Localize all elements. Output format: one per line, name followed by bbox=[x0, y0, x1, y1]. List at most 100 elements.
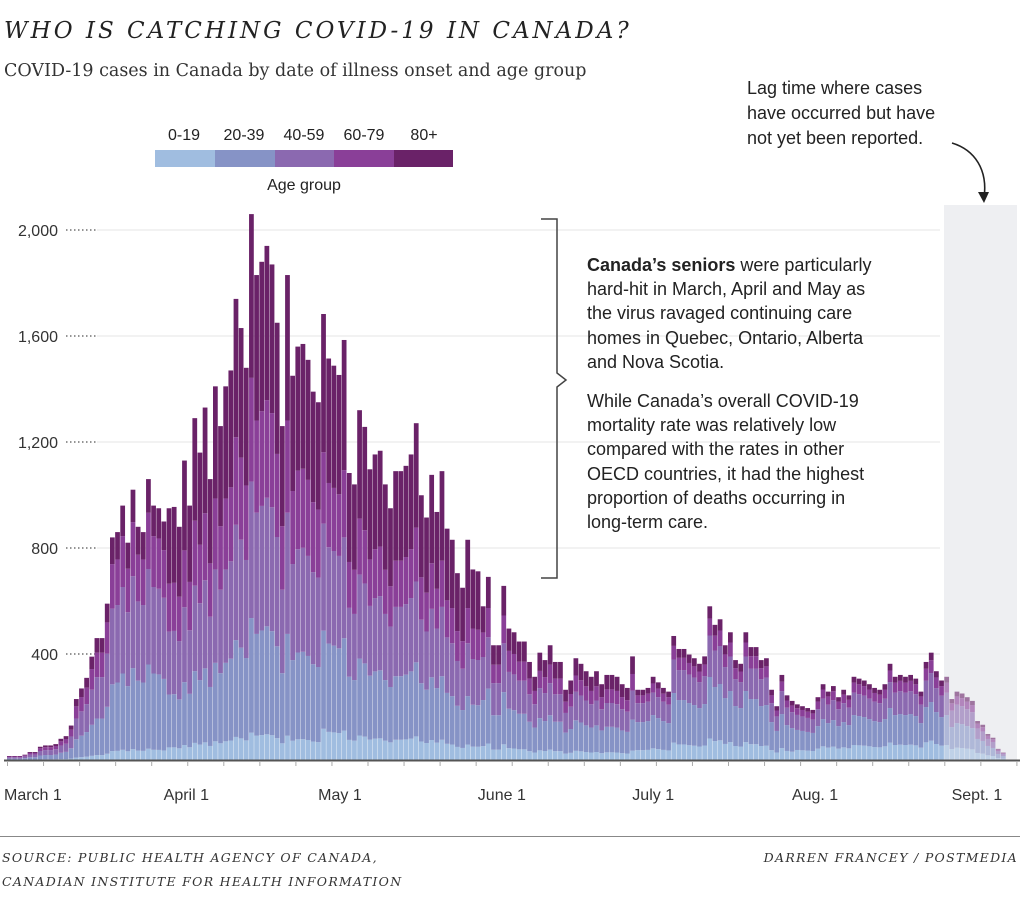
bar-segment-80-plus bbox=[104, 603, 110, 623]
bar-segment-60-79 bbox=[346, 561, 352, 608]
bar-segment-20-39 bbox=[640, 722, 646, 751]
bar-segment-0-19 bbox=[460, 747, 465, 760]
bar-segment-20-39 bbox=[187, 693, 192, 748]
bar-segment-20-39 bbox=[120, 673, 126, 750]
bar-segment-40-59 bbox=[650, 692, 656, 716]
bar-segment-40-59 bbox=[975, 728, 980, 739]
bar-segment-0-19 bbox=[331, 732, 337, 760]
bar-segment-60-79 bbox=[382, 569, 388, 614]
bar-segment-40-59 bbox=[398, 606, 404, 677]
bar-segment-40-59 bbox=[377, 596, 383, 671]
bar-segment-60-79 bbox=[53, 746, 59, 750]
bar-segment-40-59 bbox=[882, 698, 888, 720]
bar-segment-80-plus bbox=[815, 697, 821, 702]
annotation-line: hard-hit in March, April and May as bbox=[587, 279, 865, 299]
bar-segment-60-79 bbox=[249, 377, 254, 482]
bar-segment-80-plus bbox=[805, 708, 810, 712]
bar-segment-60-79 bbox=[125, 568, 131, 613]
bar-segment-60-79 bbox=[831, 691, 836, 701]
annotation-bold: Canada’s seniors bbox=[587, 255, 735, 275]
bar-segment-0-19 bbox=[681, 744, 687, 760]
bar-segment-60-79 bbox=[625, 700, 630, 712]
bar-segment-0-19 bbox=[789, 751, 795, 760]
bar-segment-20-39 bbox=[733, 706, 738, 747]
bar-segment-40-59 bbox=[12, 757, 17, 759]
bar-segment-40-59 bbox=[836, 709, 841, 727]
y-tick-label: 2,000 bbox=[18, 223, 58, 240]
bar-segment-0-19 bbox=[506, 748, 512, 760]
bar-segment-60-79 bbox=[800, 709, 805, 717]
bar-segment-0-19 bbox=[640, 750, 646, 760]
bar-segment-40-59 bbox=[37, 750, 43, 756]
x-tick-label: April 1 bbox=[164, 787, 209, 804]
bar-segment-80-plus bbox=[635, 689, 641, 696]
bar-segment-0-19 bbox=[496, 749, 501, 760]
bar-segment-40-59 bbox=[748, 668, 754, 700]
x-tick-label: May 1 bbox=[318, 787, 362, 804]
bar-segment-20-39 bbox=[856, 716, 862, 746]
bar-segment-20-39 bbox=[465, 696, 471, 745]
bar-segment-20-39 bbox=[403, 674, 409, 740]
bar-segment-40-59 bbox=[758, 679, 764, 707]
bar-segment-60-79 bbox=[48, 747, 53, 751]
bar-segment-20-39 bbox=[228, 658, 234, 741]
bar-segment-20-39 bbox=[310, 664, 316, 742]
bar-segment-80-plus bbox=[187, 505, 192, 582]
bar-segment-80-plus bbox=[522, 641, 527, 662]
bar-segment-80-plus bbox=[722, 645, 728, 655]
bar-segment-20-39 bbox=[341, 638, 347, 731]
bar-segment-40-59 bbox=[511, 674, 517, 711]
bar-segment-80-plus bbox=[249, 214, 254, 378]
bar-segment-60-79 bbox=[336, 494, 342, 556]
bar-segment-60-79 bbox=[295, 470, 301, 550]
bar-segment-20-39 bbox=[398, 676, 404, 740]
bar-segment-60-79 bbox=[753, 656, 759, 669]
bar-segment-20-39 bbox=[522, 713, 527, 750]
bar-segment-60-79 bbox=[887, 670, 893, 683]
bar-segment-60-79 bbox=[233, 437, 239, 525]
bar-segment-20-39 bbox=[738, 708, 744, 747]
bar-segment-20-39 bbox=[558, 721, 563, 752]
arrowhead-icon bbox=[978, 192, 989, 203]
bar-segment-80-plus bbox=[686, 654, 692, 663]
bar-segment-80-plus bbox=[316, 402, 321, 510]
bar-segment-40-59 bbox=[506, 671, 512, 709]
bar-segment-60-79 bbox=[552, 678, 558, 695]
bar-segment-40-59 bbox=[516, 680, 522, 714]
bar-segment-60-79 bbox=[594, 686, 599, 701]
bar-segment-60-79 bbox=[290, 491, 295, 565]
bar-segment-0-19 bbox=[872, 747, 877, 760]
source-line-2: CANADIAN INSTITUTE FOR HEALTH INFORMATIO… bbox=[2, 874, 402, 889]
bar-segment-80-plus bbox=[305, 359, 311, 480]
bar-segment-80-plus bbox=[882, 684, 888, 690]
bar-segment-80-plus bbox=[290, 375, 295, 492]
bar-segment-40-59 bbox=[995, 750, 1001, 754]
bar-segment-80-plus bbox=[995, 748, 1001, 750]
bar-segment-40-59 bbox=[197, 603, 203, 681]
bar-segment-80-plus bbox=[511, 632, 517, 654]
annotation-line: While Canada’s overall COVID-19 bbox=[587, 391, 859, 411]
bar-segment-0-19 bbox=[279, 743, 285, 760]
bar-segment-0-19 bbox=[779, 748, 785, 760]
bar-segment-80-plus bbox=[58, 738, 64, 742]
bar-segment-40-59 bbox=[702, 676, 707, 705]
bar-segment-0-19 bbox=[588, 752, 594, 760]
bar-segment-20-39 bbox=[769, 722, 774, 751]
bar-segment-40-59 bbox=[449, 643, 455, 697]
bar-segment-40-59 bbox=[846, 707, 852, 726]
bar-segment-40-59 bbox=[671, 659, 677, 694]
bar-segment-80-plus bbox=[331, 365, 337, 488]
bar-segment-80-plus bbox=[336, 374, 342, 495]
bar-segment-40-59 bbox=[357, 574, 362, 659]
bar-segment-40-59 bbox=[764, 677, 769, 706]
bar-segment-0-19 bbox=[110, 751, 115, 760]
bar-segment-0-19 bbox=[712, 741, 718, 760]
bar-segment-20-39 bbox=[470, 704, 476, 747]
bar-segment-0-19 bbox=[130, 749, 136, 760]
bar-segment-80-plus bbox=[321, 314, 326, 453]
bar-segment-80-plus bbox=[254, 275, 259, 421]
bar-segment-60-79 bbox=[501, 615, 507, 644]
bar-segment-60-79 bbox=[156, 538, 162, 589]
bar-segment-60-79 bbox=[697, 671, 702, 683]
bar-segment-0-19 bbox=[285, 735, 290, 760]
